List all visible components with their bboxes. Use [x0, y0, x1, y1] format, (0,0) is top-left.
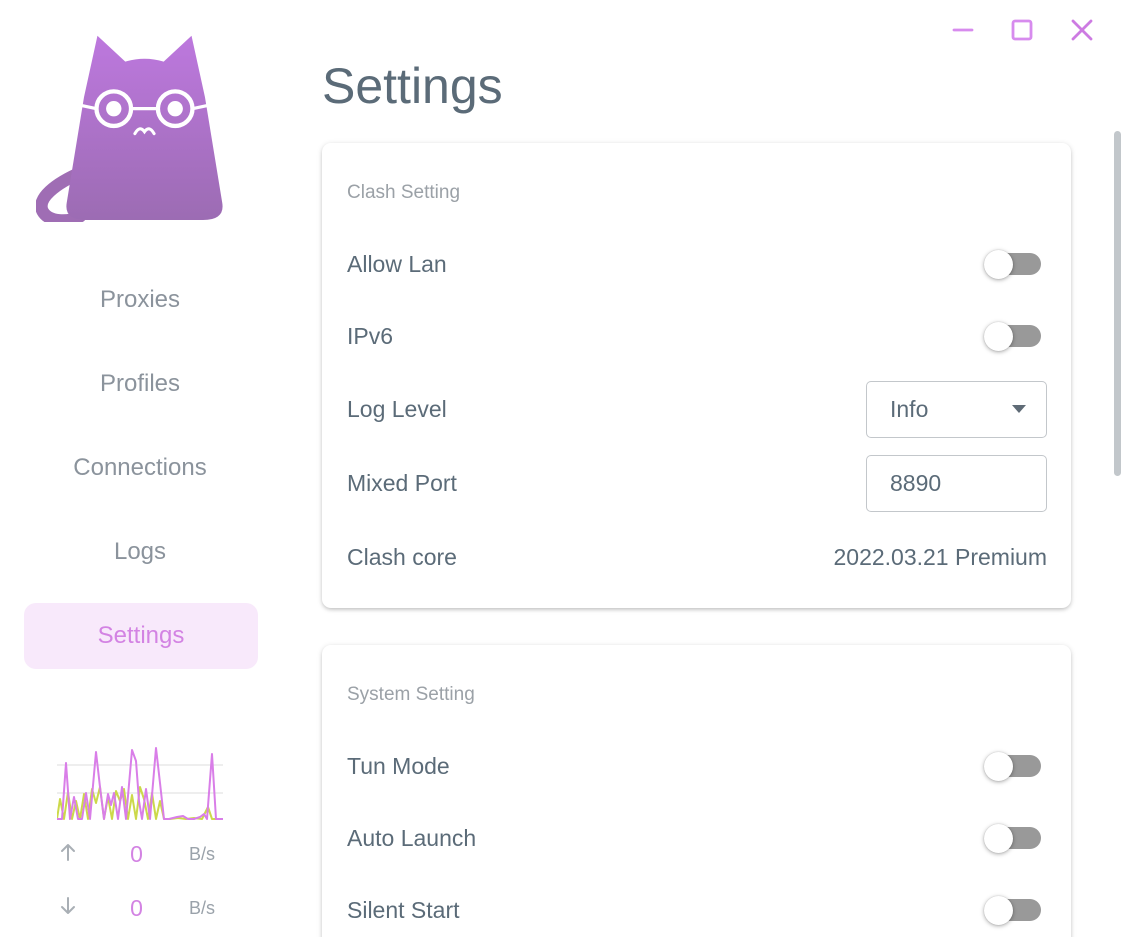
setting-row-mixed-port: Mixed Port [322, 446, 1071, 521]
maximize-button[interactable] [1008, 16, 1036, 44]
toggle-thumb [984, 823, 1013, 853]
setting-row-allow-lan: Allow Lan [322, 228, 1071, 300]
setting-row-ipv6: IPv6 [322, 300, 1071, 372]
clash-setting-card: Clash Setting Allow Lan IPv6 Log Level I… [322, 143, 1071, 608]
traffic-graph [57, 747, 223, 820]
sidebar-item-logs[interactable]: Logs [113, 538, 167, 565]
clash-core-version: 2022.03.21 Premium [833, 543, 1047, 570]
select-value: Info [890, 395, 929, 422]
minimize-icon [952, 28, 974, 32]
setting-row-tun-mode: Tun Mode [322, 730, 1071, 802]
setting-label: Tun Mode [347, 752, 450, 779]
download-speed-unit: B/s [189, 897, 216, 918]
page-title: Settings [322, 58, 503, 114]
close-button[interactable] [1068, 16, 1096, 44]
setting-label: IPv6 [347, 322, 394, 349]
arrow-up-icon [57, 841, 84, 868]
scrollbar-thumb[interactable] [1114, 131, 1121, 476]
toggle-thumb [984, 895, 1013, 925]
toggle-thumb [984, 249, 1013, 279]
log-level-select[interactable]: Info [866, 380, 1047, 438]
maximize-icon [1011, 19, 1033, 41]
download-line [57, 786, 223, 820]
sidebar-item-connections[interactable]: Connections [73, 454, 207, 481]
card-section-label: Clash Setting [347, 182, 461, 203]
close-icon [1071, 19, 1093, 41]
silent-start-toggle[interactable] [984, 895, 1041, 925]
setting-row-silent-start: Silent Start [322, 874, 1071, 937]
setting-label: Mixed Port [347, 470, 457, 496]
caret-down-icon [1012, 405, 1026, 413]
setting-label: Silent Start [347, 896, 460, 923]
upload-speed-value: 0 [130, 840, 143, 867]
setting-label: Log Level [347, 395, 447, 422]
download-speed-value: 0 [130, 894, 143, 921]
allow-lan-toggle[interactable] [984, 249, 1041, 279]
setting-label: Auto Launch [347, 824, 477, 851]
sidebar-item-settings[interactable]: Settings [24, 603, 258, 669]
setting-label: Allow Lan [347, 250, 447, 277]
system-setting-card: System Setting Tun Mode Auto Launch Sile… [322, 645, 1071, 937]
setting-row-auto-launch: Auto Launch [322, 802, 1071, 874]
setting-row-clash-core: Clash core 2022.03.21 Premium [322, 521, 1071, 593]
sidebar: Proxies Profiles Connections Logs Settin… [0, 0, 280, 937]
mixed-port-input[interactable] [866, 455, 1047, 512]
setting-row-log-level: Log Level Info [322, 372, 1071, 446]
arrow-down-icon [57, 895, 84, 922]
toggle-thumb [984, 321, 1013, 351]
sidebar-item-proxies[interactable]: Proxies [99, 286, 181, 313]
minimize-button[interactable] [949, 16, 977, 44]
download-stat: 0 B/s [57, 893, 223, 923]
toggle-thumb [984, 751, 1013, 781]
tun-mode-toggle[interactable] [984, 751, 1041, 781]
upload-stat: 0 B/s [57, 839, 223, 869]
upload-speed-unit: B/s [189, 843, 216, 864]
sidebar-item-profiles[interactable]: Profiles [99, 370, 181, 397]
upload-line [57, 747, 223, 820]
app-logo-cat-icon [36, 35, 223, 222]
card-section-label: System Setting [347, 684, 475, 705]
setting-label: Clash core [347, 543, 457, 570]
ipv6-toggle[interactable] [984, 321, 1041, 351]
auto-launch-toggle[interactable] [984, 823, 1041, 853]
